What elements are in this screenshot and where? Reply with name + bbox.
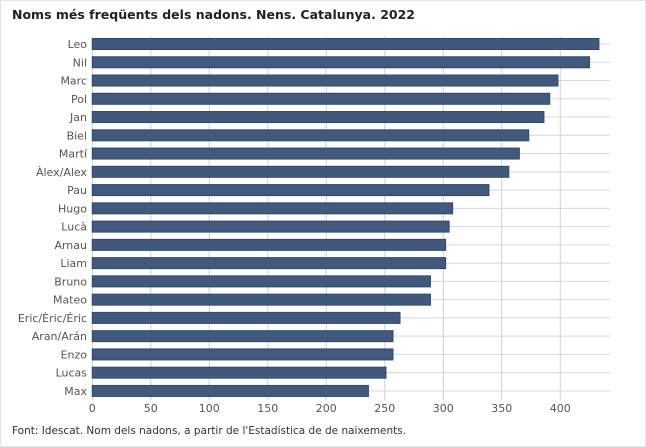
- category-label: Enzo: [61, 348, 88, 361]
- bar-12: [91, 238, 447, 251]
- bar-13: [91, 257, 447, 270]
- bar-2: [91, 56, 591, 69]
- chart-source: Font: Idescat. Nom dels nadons, a partir…: [12, 425, 407, 437]
- bar-6: [91, 129, 530, 142]
- category-label: Arnau: [54, 239, 87, 252]
- category-label: Lucas: [56, 367, 88, 380]
- x-tick-label: 150: [257, 402, 278, 415]
- bar-7: [91, 147, 520, 160]
- x-tick-label: 50: [144, 402, 158, 415]
- category-label: Pol: [71, 93, 87, 106]
- bar-10: [91, 202, 454, 215]
- bar-1: [91, 38, 600, 50]
- bar-18: [91, 348, 394, 361]
- x-tick-label: 0: [89, 402, 96, 415]
- bar-19: [91, 366, 387, 379]
- bar-15: [91, 293, 431, 306]
- bar-14: [91, 275, 431, 288]
- bar-3: [91, 74, 559, 87]
- x-tick-label: 300: [433, 402, 454, 415]
- bar-4: [91, 92, 551, 105]
- category-label: Liam: [60, 257, 87, 270]
- category-label: Max: [64, 385, 87, 398]
- category-label: Hugo: [58, 202, 87, 215]
- bar-16: [91, 311, 401, 324]
- category-label: Nil: [73, 56, 87, 69]
- category-label: Eric/Èric/Éric: [18, 312, 87, 325]
- category-label: Pau: [67, 184, 87, 197]
- category-label: Bruno: [54, 275, 87, 288]
- x-tick-label: 350: [491, 402, 512, 415]
- bar-5: [91, 111, 545, 124]
- category-label: Biel: [67, 129, 87, 142]
- x-tick-label: 400: [550, 402, 571, 415]
- category-label: Martí: [59, 148, 88, 161]
- x-tick-label: 100: [199, 402, 220, 415]
- x-tick-label: 250: [374, 402, 395, 415]
- bar-11: [91, 220, 450, 233]
- bar-8: [91, 165, 510, 178]
- category-label: Àlex/Alex: [36, 166, 88, 179]
- category-label: Leo: [68, 38, 88, 51]
- bar-20: [91, 384, 369, 397]
- category-label: Marc: [60, 75, 87, 88]
- category-label: Mateo: [53, 294, 87, 307]
- category-label: Jan: [69, 111, 87, 124]
- bar-9: [91, 184, 490, 197]
- chart-title: Noms més freqüents dels nadons. Nens. Ca…: [12, 7, 415, 22]
- x-tick-label: 200: [316, 402, 337, 415]
- category-label: Aran/Arán: [32, 330, 87, 343]
- bar-17: [91, 330, 394, 343]
- category-label: Lucà: [61, 221, 87, 234]
